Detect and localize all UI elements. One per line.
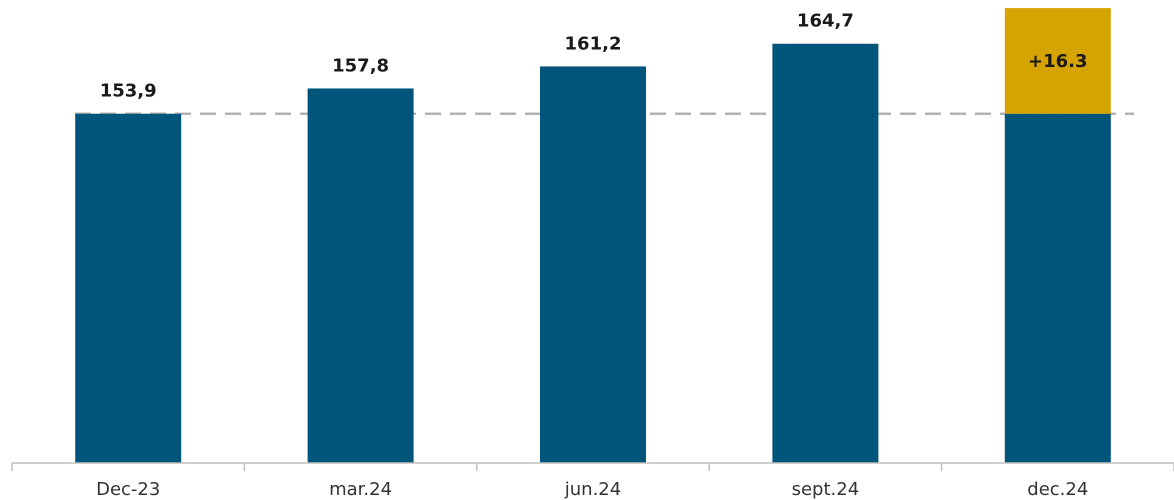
x-tick-label-dec.24: dec.24 xyxy=(1027,479,1088,500)
x-tick-label-mar.24: mar.24 xyxy=(329,479,392,500)
bar-sept.24 xyxy=(772,43,879,464)
value-label-sept.24: 164,7 xyxy=(797,11,854,32)
value-label-Dec-23: 153,9 xyxy=(100,81,157,102)
x-tick-label-jun.24: jun.24 xyxy=(564,479,621,500)
x-tick-label-sept.24: sept.24 xyxy=(792,479,860,500)
bar-mar.24 xyxy=(307,88,414,464)
value-label-jun.24: 161,2 xyxy=(565,33,622,54)
bar-Dec-23 xyxy=(75,113,182,463)
bar-dec.24 xyxy=(1004,113,1111,463)
bar-jun.24 xyxy=(540,66,646,463)
increment-label: +16.3 xyxy=(1028,51,1088,72)
x-tick-label-Dec-23: Dec-23 xyxy=(96,479,160,500)
value-label-mar.24: 157,8 xyxy=(332,55,389,76)
bar-increment-dec.24 xyxy=(1004,8,1111,114)
